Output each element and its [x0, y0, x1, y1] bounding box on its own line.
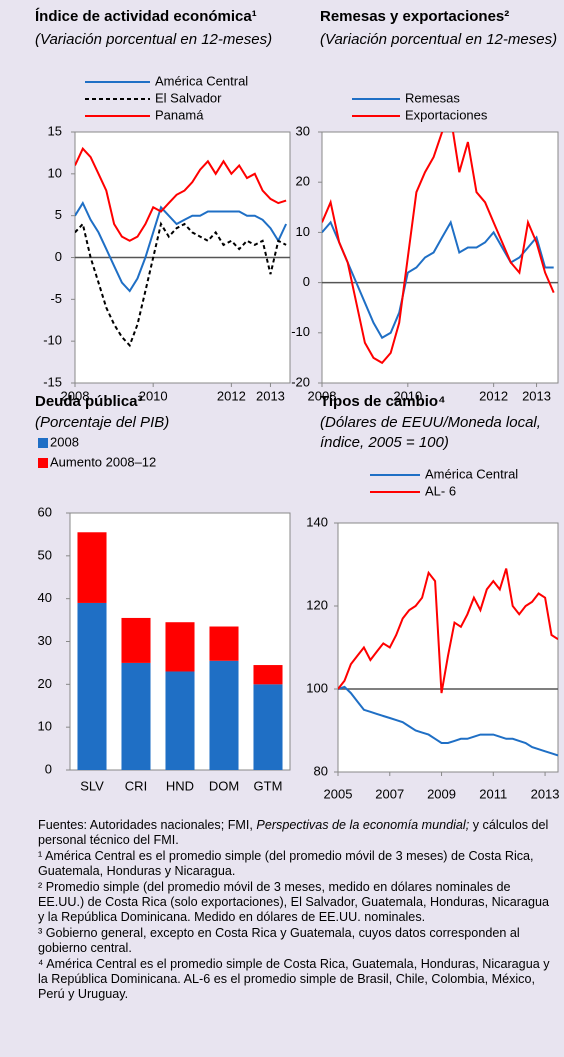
sources-text: y cálculos del personal técnico del FMI. [38, 818, 549, 847]
chart-subtitle: (Variación porcentual en 12-meses) [35, 31, 273, 48]
bar [121, 662, 151, 770]
x-tick-label: CRI [125, 778, 147, 793]
y-tick-label: -5 [50, 291, 62, 306]
y-tick-label: 60 [38, 504, 52, 519]
x-tick-label: SLV [80, 778, 104, 793]
bar [209, 660, 239, 770]
legend-label: Remesas [405, 90, 460, 105]
x-tick-label: GTM [254, 778, 283, 793]
x-tick-label: 2010 [139, 388, 168, 403]
y-tick-label: -15 [43, 374, 62, 389]
y-tick-label: 20 [296, 174, 310, 189]
bar [253, 665, 283, 685]
legend-swatch [38, 438, 48, 448]
note: ⁴ América Central es el promedio simple … [38, 957, 550, 1001]
y-tick-label: 15 [48, 123, 62, 138]
x-tick-label: 2013 [531, 786, 560, 801]
chart-title: Remesas y exportaciones² [320, 8, 510, 25]
y-tick-label: 10 [38, 719, 52, 734]
chart-title: Índice de actividad económica¹ [35, 8, 257, 25]
y-tick-label: 80 [314, 763, 328, 778]
x-tick-label: 2013 [522, 388, 551, 403]
y-tick-label: 30 [38, 633, 52, 648]
x-tick-label: 2010 [393, 388, 422, 403]
legend-label: El Salvador [155, 90, 222, 105]
legend-label: América Central [155, 73, 248, 88]
x-tick-label: 2009 [427, 786, 456, 801]
footnotes: Fuentes: Autoridades nacionales; FMI, Pe… [38, 818, 558, 1003]
bar [121, 617, 151, 663]
note: ¹ América Central es el promedio simple … [38, 849, 534, 878]
legend-label: 2008 [50, 434, 79, 449]
series-line [75, 201, 288, 293]
y-tick-label: -10 [291, 324, 310, 339]
plot-area [337, 522, 559, 773]
y-tick-label: 5 [55, 207, 62, 222]
y-tick-label: 100 [306, 680, 328, 695]
bar [77, 532, 107, 603]
y-tick-label: 140 [306, 514, 328, 529]
x-tick-label: 2011 [479, 786, 507, 801]
bar [209, 626, 239, 661]
y-tick-label: 10 [296, 224, 310, 239]
y-tick-label: 10 [48, 165, 62, 180]
x-tick-label: 2012 [217, 388, 246, 403]
x-tick-label: DOM [209, 778, 239, 793]
series-line [75, 146, 287, 242]
sources-text: Fuentes: Autoridades nacionales; FMI, [38, 818, 257, 832]
x-tick-label: 2007 [375, 786, 404, 801]
y-tick-label: 120 [306, 597, 328, 612]
x-tick-label: 2008 [61, 388, 90, 403]
chart-subtitle: (Porcentaje del PIB) [35, 414, 170, 431]
chart-subtitle: (Variación porcentual en 12-meses) [320, 31, 558, 48]
x-tick-label: 2013 [256, 388, 285, 403]
legend-label: Exportaciones [405, 107, 488, 122]
bar [165, 671, 195, 770]
x-tick-label: 2012 [479, 388, 508, 403]
y-tick-label: -10 [43, 333, 62, 348]
y-tick-label: 0 [303, 274, 310, 289]
y-tick-label: 20 [38, 676, 52, 691]
y-tick-label: -20 [291, 374, 310, 389]
legend-label: Panamá [155, 107, 204, 122]
x-tick-label: HND [166, 778, 194, 793]
series-line [322, 132, 555, 365]
y-tick-label: 0 [45, 761, 52, 776]
legend-label: América Central [425, 466, 518, 481]
series-line [75, 221, 287, 348]
series-line [338, 685, 558, 757]
chart-subtitle: (Dólares de EEUU/Moneda local, índice, 2… [320, 414, 541, 451]
y-tick-label: 0 [55, 249, 62, 264]
y-tick-label: 30 [296, 123, 310, 138]
note: ³ Gobierno general, excepto en Costa Ric… [38, 926, 520, 955]
x-tick-label: 2008 [308, 388, 337, 403]
sources: Fuentes: Autoridades nacionales; FMI, Pe… [38, 818, 558, 848]
y-tick-label: 50 [38, 547, 52, 562]
legend-label: AL- 6 [425, 483, 456, 498]
x-tick-label: 2005 [324, 786, 353, 801]
chart-title: Deuda pública³ [35, 393, 143, 410]
sources-italic: Perspectivas de la economía mundial; [256, 818, 470, 832]
bar [165, 622, 195, 672]
y-tick-label: 40 [38, 590, 52, 605]
bar [77, 602, 107, 770]
chart-title: Tipos de cambio⁴ [320, 393, 446, 410]
legend-swatch [38, 458, 48, 468]
series-line [322, 219, 554, 340]
bar [253, 684, 283, 770]
series-line [338, 568, 558, 694]
note: ² Promedio simple (del promedio móvil de… [38, 880, 549, 924]
legend-label: Aumento 2008–12 [50, 454, 156, 469]
